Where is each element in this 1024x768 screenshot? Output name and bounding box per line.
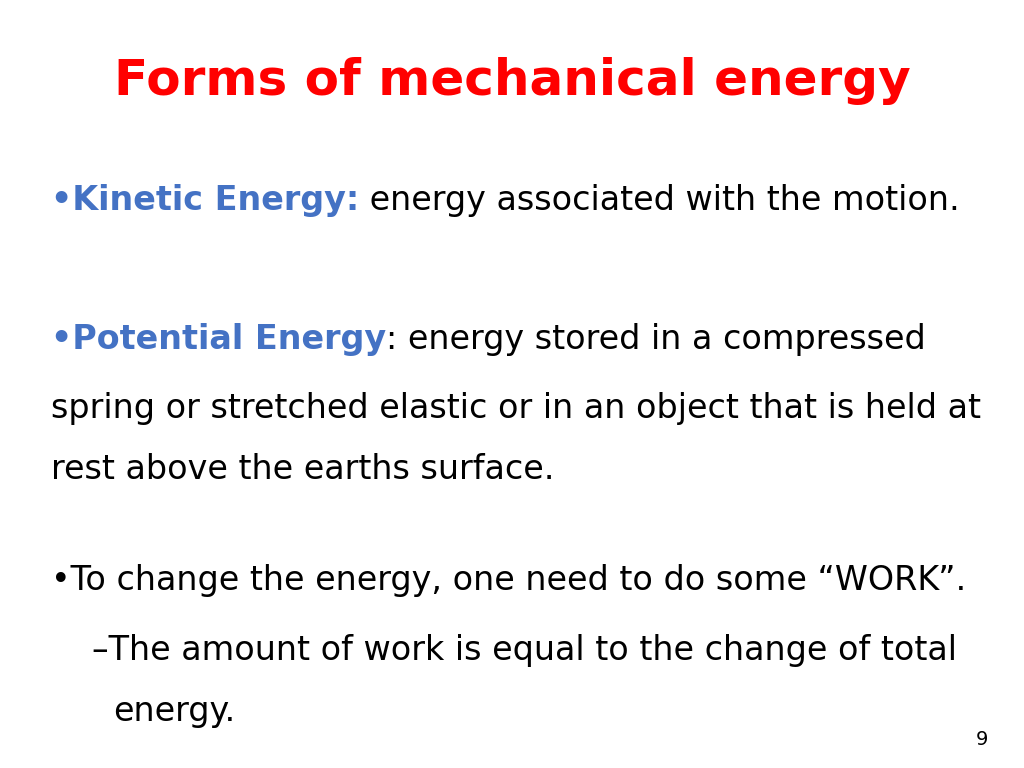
Text: energy.: energy.: [113, 695, 234, 728]
Text: rest above the earths surface.: rest above the earths surface.: [51, 453, 555, 486]
Text: : energy stored in a compressed: : energy stored in a compressed: [386, 323, 926, 356]
Text: •Potential Energy: •Potential Energy: [51, 323, 386, 356]
Text: •Kinetic Energy:: •Kinetic Energy:: [51, 184, 359, 217]
Text: 9: 9: [976, 730, 988, 749]
Text: •To change the energy, one need to do some “WORK”.: •To change the energy, one need to do so…: [51, 564, 967, 598]
Text: spring or stretched elastic or in an object that is held at: spring or stretched elastic or in an obj…: [51, 392, 981, 425]
Text: Forms of mechanical energy: Forms of mechanical energy: [114, 57, 910, 104]
Text: –The amount of work is equal to the change of total: –The amount of work is equal to the chan…: [92, 634, 957, 667]
Text: energy associated with the motion.: energy associated with the motion.: [359, 184, 961, 217]
